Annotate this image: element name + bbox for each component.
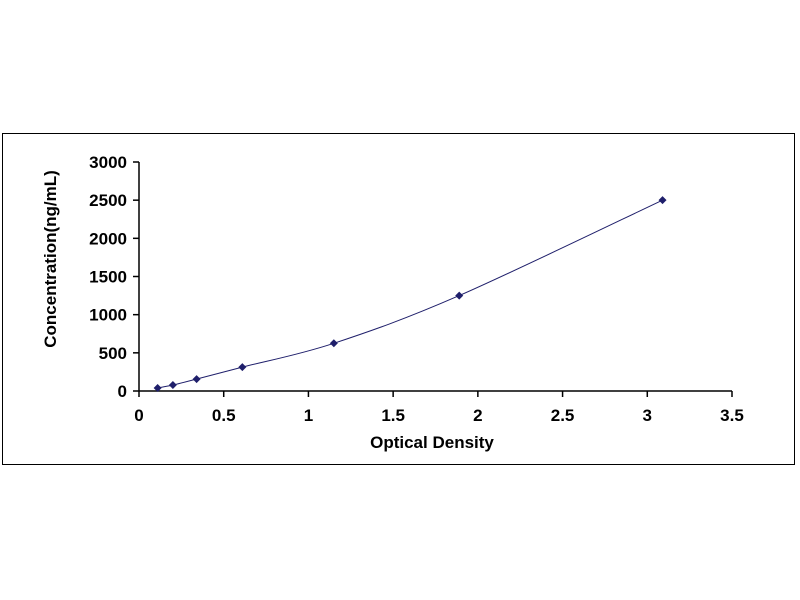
data-point <box>192 375 201 384</box>
y-axis-title: Concentration(ng/mL) <box>41 170 60 348</box>
data-point <box>455 291 464 300</box>
data-points <box>153 196 667 393</box>
x-tick-label: 1 <box>304 406 313 425</box>
chart-frame: 0 500 1000 1500 2000 2500 3000 0 0.5 1 1.5 2 2.5 3 3.… <box>2 133 795 465</box>
y-tick-label: 3000 <box>89 153 127 172</box>
data-point <box>658 196 667 205</box>
y-tick-label: 500 <box>99 344 127 363</box>
data-point <box>153 384 162 393</box>
x-tick-labels: 0 0.5 1 1.5 2 2.5 3 3.5 <box>134 406 744 425</box>
x-tick-label: 2 <box>473 406 482 425</box>
data-point <box>329 339 338 348</box>
standard-curve-chart: 0 500 1000 1500 2000 2500 3000 0 0.5 1 1.5 2 2.5 3 3.… <box>41 153 744 452</box>
x-tick-label: 3.5 <box>720 406 744 425</box>
x-tick-marks <box>138 391 733 397</box>
x-axis-title: Optical Density <box>370 433 494 452</box>
x-tick-label: 1.5 <box>381 406 405 425</box>
y-tick-label: 1500 <box>89 268 127 287</box>
x-tick-label: 3 <box>643 406 652 425</box>
y-tick-label: 2000 <box>89 229 127 248</box>
x-tick-label: 0.5 <box>212 406 236 425</box>
y-tick-marks <box>133 161 139 392</box>
data-point <box>238 363 247 372</box>
x-tick-label: 2.5 <box>551 406 575 425</box>
x-tick-label: 0 <box>134 406 143 425</box>
fit-curve <box>157 199 663 389</box>
y-tick-labels: 0 500 1000 1500 2000 2500 3000 <box>89 153 127 401</box>
y-tick-label: 1000 <box>89 306 127 325</box>
data-point <box>168 381 177 390</box>
y-tick-label: 2500 <box>89 191 127 210</box>
y-tick-label: 0 <box>118 382 127 401</box>
